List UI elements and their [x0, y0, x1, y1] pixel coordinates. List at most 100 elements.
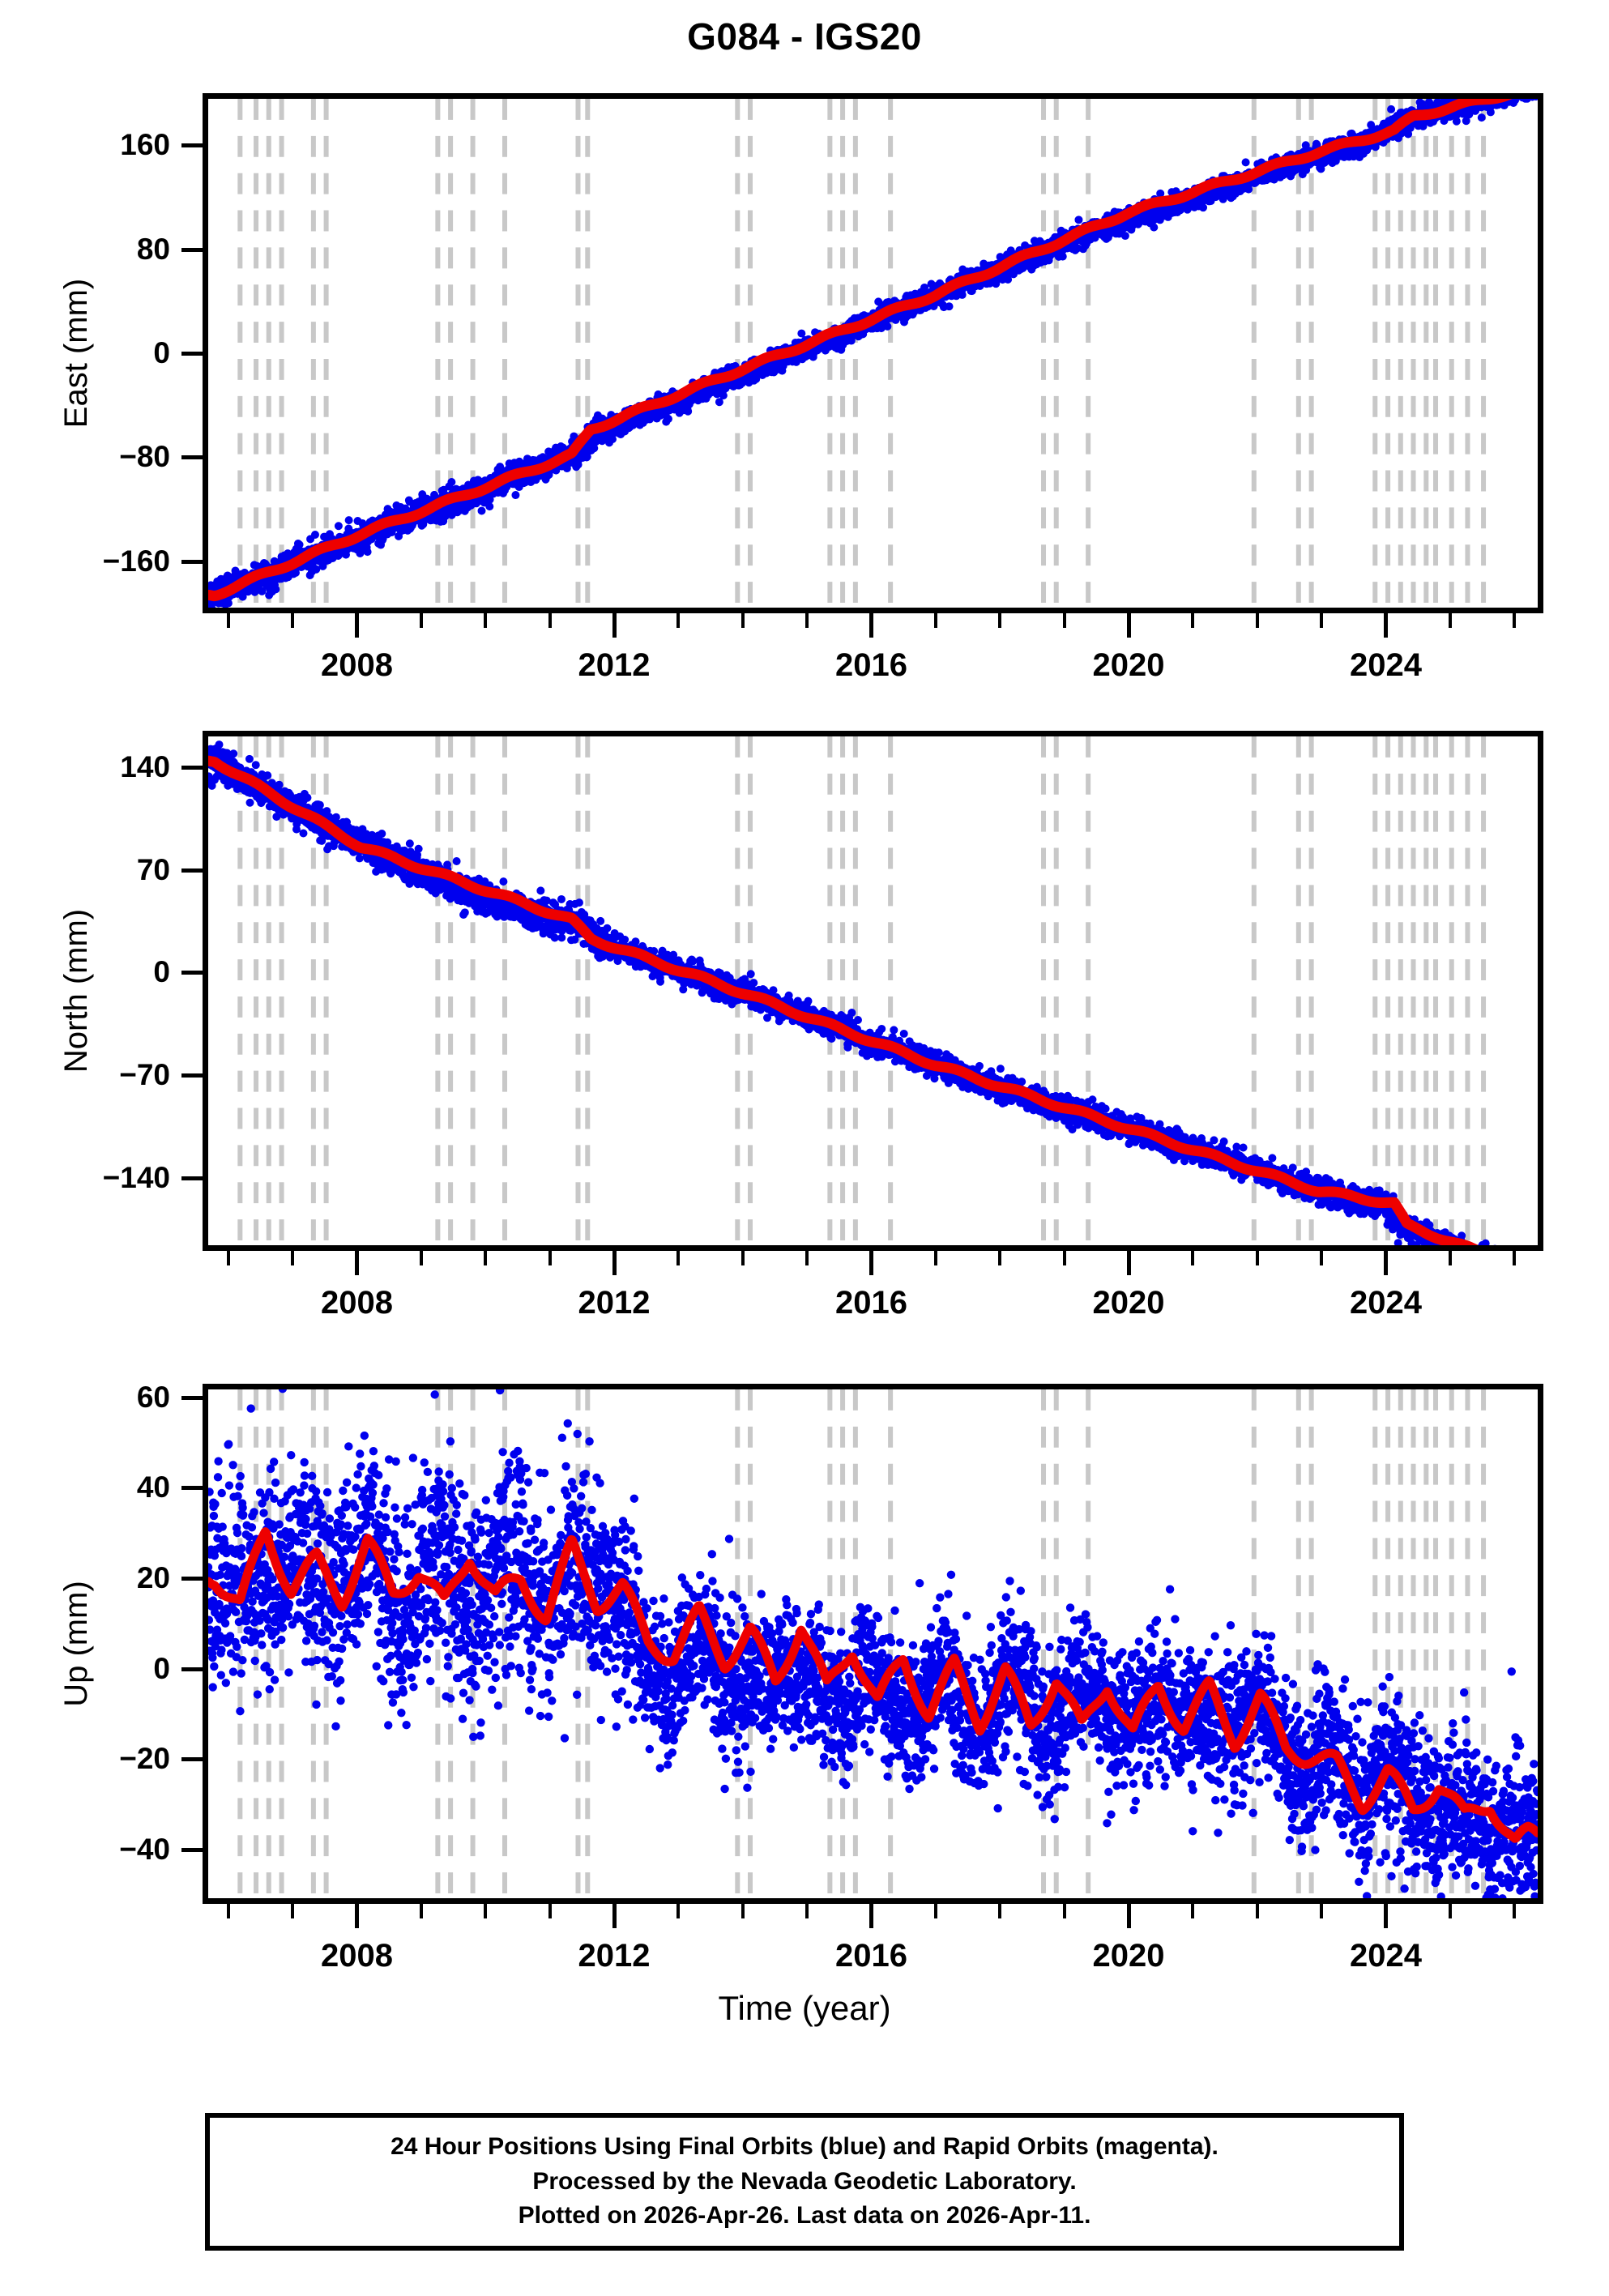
axis-label-east: East (mm) [58, 279, 95, 428]
x-tick-minor [1191, 613, 1194, 628]
x-tick-minor [1191, 1251, 1194, 1265]
x-tick-minor [1513, 613, 1516, 628]
y-tick-mark [181, 766, 203, 770]
x-tick-label: 2012 [578, 1938, 651, 1974]
x-tick-minor [741, 1904, 745, 1918]
x-tick-minor [998, 1251, 1001, 1265]
y-tick-mark [181, 1396, 203, 1400]
x-tick-minor [1513, 1251, 1516, 1265]
y-tick-label: 80 [137, 233, 170, 267]
x-tick-major [1127, 1251, 1131, 1275]
data-points [208, 740, 1538, 1245]
x-tick-minor [291, 613, 294, 628]
x-tick-minor [934, 1251, 937, 1265]
x-tick-label: 2012 [578, 1285, 651, 1321]
y-tick-label: 60 [137, 1381, 170, 1415]
x-tick-minor [998, 613, 1001, 628]
x-tick-label: 2020 [1093, 1938, 1165, 1974]
y-tick-label: 20 [137, 1561, 170, 1595]
y-tick-label: 140 [120, 750, 170, 784]
x-tick-minor [1063, 1251, 1066, 1265]
y-tick-mark [181, 248, 203, 252]
plot-canvas-north [208, 736, 1538, 1245]
y-tick-label: −40 [119, 1833, 170, 1867]
y-tick-label: 0 [153, 1652, 170, 1686]
y-tick-mark [181, 1486, 203, 1490]
x-tick-label: 2024 [1350, 647, 1422, 684]
x-tick-minor [1256, 613, 1259, 628]
x-tick-major [869, 1904, 873, 1928]
x-tick-major [1384, 1251, 1388, 1275]
x-tick-minor [934, 613, 937, 628]
trend-line [208, 761, 1538, 1245]
x-tick-label: 2012 [578, 647, 651, 684]
y-tick-label: 160 [120, 128, 170, 162]
x-tick-minor [1320, 1904, 1323, 1918]
x-tick-minor [1256, 1251, 1259, 1265]
x-tick-label: 2008 [321, 647, 393, 684]
plot-canvas-east [208, 99, 1538, 608]
x-tick-minor [676, 613, 680, 628]
x-tick-minor [484, 1251, 487, 1265]
event-lines [240, 736, 1483, 1245]
x-tick-minor [741, 613, 745, 628]
x-tick-major [612, 1251, 617, 1275]
y-tick-mark [181, 1577, 203, 1581]
data-points [208, 99, 1538, 608]
x-tick-minor [420, 1251, 423, 1265]
x-tick-minor [548, 1904, 552, 1918]
x-tick-minor [548, 1251, 552, 1265]
x-tick-minor [1449, 1904, 1452, 1918]
x-tick-major [869, 613, 873, 638]
x-tick-label: 2016 [835, 1938, 907, 1974]
y-tick-mark [181, 1667, 203, 1671]
x-tick-minor [1449, 1251, 1452, 1265]
y-tick-label: −80 [119, 440, 170, 474]
x-tick-minor [1063, 1904, 1066, 1918]
y-tick-label: −20 [119, 1742, 170, 1776]
trend-line [208, 99, 1538, 596]
y-tick-label: 0 [153, 955, 170, 989]
x-tick-minor [1320, 613, 1323, 628]
y-tick-mark [181, 1073, 203, 1078]
x-tick-label: 2020 [1093, 1285, 1165, 1321]
x-tick-major [1127, 1904, 1131, 1928]
event-lines [240, 99, 1483, 608]
y-tick-mark [181, 352, 203, 356]
x-tick-minor [227, 1251, 230, 1265]
plot-area-east [203, 93, 1543, 613]
y-tick-mark [181, 1757, 203, 1761]
y-tick-label: 40 [137, 1470, 170, 1504]
x-tick-minor [1191, 1904, 1194, 1918]
x-tick-minor [227, 613, 230, 628]
y-tick-mark [181, 1176, 203, 1180]
axis-label-north: North (mm) [58, 909, 95, 1073]
y-tick-mark [181, 1848, 203, 1852]
caption-box: 24 Hour Positions Using Final Orbits (bl… [205, 2113, 1404, 2251]
page-title: G084 - IGS20 [0, 15, 1609, 58]
caption-line-1: 24 Hour Positions Using Final Orbits (bl… [391, 2130, 1218, 2165]
x-tick-label: 2024 [1350, 1285, 1422, 1321]
x-tick-label: 2016 [835, 1285, 907, 1321]
y-tick-mark [181, 455, 203, 459]
x-tick-minor [291, 1251, 294, 1265]
x-tick-major [355, 1251, 359, 1275]
axis-label-up: Up (mm) [58, 1581, 95, 1707]
x-tick-minor [227, 1904, 230, 1918]
x-tick-minor [1449, 613, 1452, 628]
x-tick-minor [484, 613, 487, 628]
x-tick-major [1384, 1904, 1388, 1928]
x-tick-minor [484, 1904, 487, 1918]
x-tick-minor [805, 613, 809, 628]
x-tick-minor [741, 1251, 745, 1265]
x-tick-minor [805, 1251, 809, 1265]
y-tick-mark [181, 560, 203, 564]
y-tick-mark [181, 971, 203, 975]
y-tick-label: −160 [103, 544, 170, 578]
plot-canvas-up [208, 1389, 1538, 1898]
x-tick-minor [1513, 1904, 1516, 1918]
x-tick-major [1384, 613, 1388, 638]
y-tick-label: −70 [119, 1058, 170, 1092]
x-tick-label: 2016 [835, 647, 907, 684]
x-tick-label: 2008 [321, 1285, 393, 1321]
